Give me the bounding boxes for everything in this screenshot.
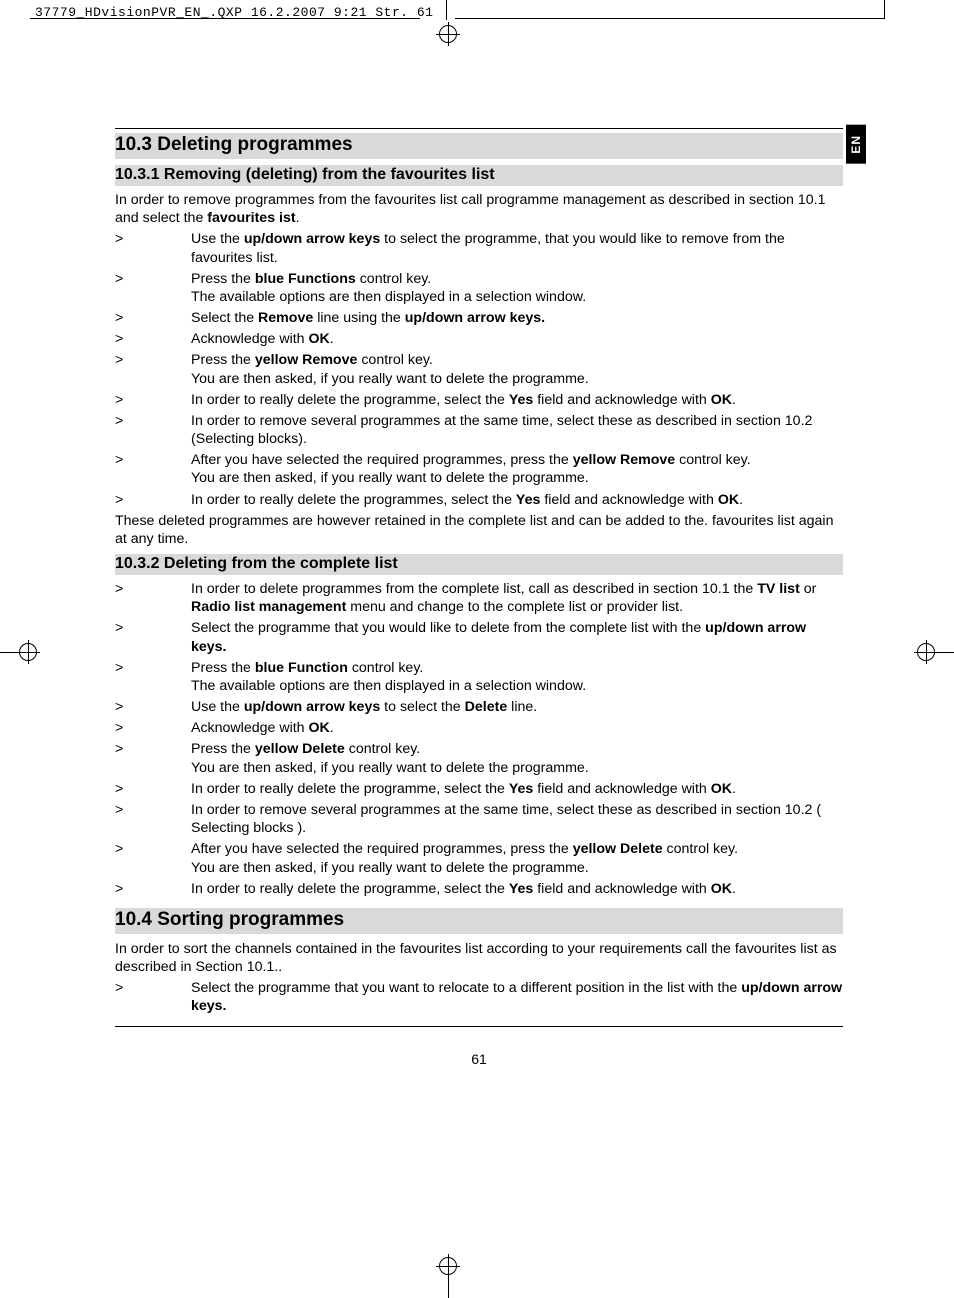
- step: >Select the programme that you want to r…: [115, 979, 843, 1015]
- step: >In order to really delete the programme…: [115, 491, 843, 509]
- language-tab: EN: [846, 125, 866, 164]
- step: >In order to remove several programmes a…: [115, 801, 843, 837]
- outro-10-3-1: These deleted programmes are however ret…: [115, 512, 843, 548]
- crop-mark-bottom: [436, 1248, 460, 1298]
- page-content: 10.3 Deleting programmes 10.3.1 Removing…: [115, 122, 843, 1067]
- heading-10-3-2: 10.3.2 Deleting from the complete list: [115, 554, 843, 575]
- step: >In order to really delete the programme…: [115, 391, 843, 409]
- step: >In order to remove several programmes a…: [115, 412, 843, 448]
- step: >In order to really delete the programme…: [115, 880, 843, 898]
- step: >Select the Remove line using the up/dow…: [115, 309, 843, 327]
- step: >In order to delete programmes from the …: [115, 580, 843, 616]
- step: >Press the blue Functions control key.Th…: [115, 270, 843, 306]
- step: >Acknowledge with OK.: [115, 330, 843, 348]
- step: >Press the yellow Remove control key.You…: [115, 351, 843, 387]
- step: >In order to really delete the programme…: [115, 780, 843, 798]
- step: >Select the programme that you would lik…: [115, 619, 843, 655]
- step: >Acknowledge with OK.: [115, 719, 843, 737]
- top-rule: [115, 128, 843, 129]
- heading-10-4: 10.4 Sorting programmes: [115, 908, 843, 934]
- step: >After you have selected the required pr…: [115, 451, 843, 487]
- step: >Use the up/down arrow keys to select th…: [115, 230, 843, 266]
- heading-10-3-1: 10.3.1 Removing (deleting) from the favo…: [115, 165, 843, 186]
- intro-10-4: In order to sort the channels contained …: [115, 940, 843, 976]
- registration-mark-top: [436, 22, 460, 46]
- crop-header-text: 37779_HDvisionPVR_EN_.QXP 16.2.2007 9:21…: [35, 5, 433, 20]
- step: >Press the yellow Delete control key.You…: [115, 740, 843, 776]
- bottom-rule: [115, 1026, 843, 1027]
- heading-10-3: 10.3 Deleting programmes: [115, 133, 843, 159]
- step: >Press the blue Function control key.The…: [115, 659, 843, 695]
- step: >After you have selected the required pr…: [115, 840, 843, 876]
- page-number: 61: [115, 1051, 843, 1067]
- step: >Use the up/down arrow keys to select th…: [115, 698, 843, 716]
- intro-10-3-1: In order to remove programmes from the f…: [115, 191, 843, 227]
